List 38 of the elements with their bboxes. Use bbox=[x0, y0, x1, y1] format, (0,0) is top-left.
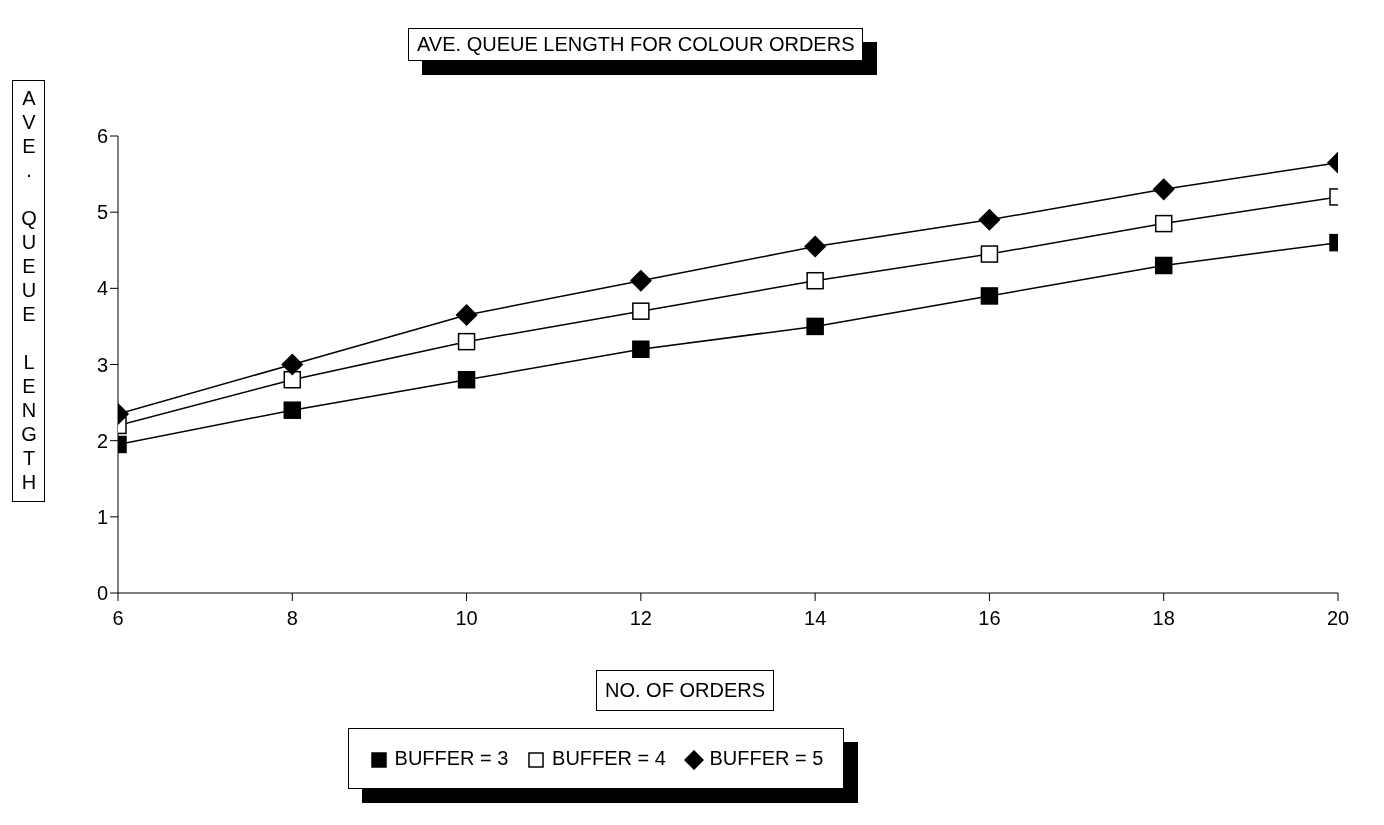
x-tick-label: 18 bbox=[1152, 607, 1175, 630]
point bbox=[804, 235, 826, 258]
point bbox=[630, 269, 652, 292]
legend-label: BUFFER = 3 bbox=[393, 747, 509, 770]
y-tick-label: 0 bbox=[96, 582, 108, 605]
point bbox=[457, 370, 476, 389]
chart-title: AVE. QUEUE LENGTH FOR COLOUR ORDERS bbox=[408, 28, 864, 61]
y-tick-label: 4 bbox=[96, 277, 108, 300]
point bbox=[978, 209, 1001, 231]
y-axis-title: AVE. QUEUE LENGTH bbox=[12, 80, 45, 502]
point bbox=[457, 332, 476, 351]
point bbox=[281, 353, 304, 376]
point bbox=[1154, 214, 1173, 233]
y-tick-label: 6 bbox=[96, 125, 108, 148]
point bbox=[283, 401, 302, 419]
y-tick-label: 2 bbox=[96, 429, 108, 452]
legend-label: BUFFER = 4 bbox=[551, 747, 666, 770]
x-tick-label: 8 bbox=[286, 607, 298, 630]
point bbox=[632, 302, 650, 320]
y-tick-label: 3 bbox=[96, 353, 108, 376]
point bbox=[980, 245, 999, 263]
point bbox=[1152, 178, 1175, 201]
x-axis-title: NO. OF ORDERS bbox=[596, 670, 775, 711]
point bbox=[1154, 256, 1173, 275]
y-tick-label: 5 bbox=[96, 201, 108, 224]
x-tick-label: 14 bbox=[804, 607, 827, 630]
point bbox=[980, 287, 999, 305]
x-tick-label: 12 bbox=[629, 607, 652, 630]
x-tick-label: 16 bbox=[978, 607, 1001, 630]
y-tick-label: 1 bbox=[96, 505, 108, 528]
x-tick-label: 6 bbox=[112, 607, 124, 630]
point bbox=[455, 304, 478, 326]
x-tick-label: 10 bbox=[455, 607, 478, 630]
point bbox=[632, 340, 650, 359]
point bbox=[806, 317, 824, 336]
legend-label: BUFFER = 5 bbox=[708, 747, 824, 770]
point bbox=[806, 271, 824, 290]
x-tick-label: 20 bbox=[1326, 607, 1350, 630]
